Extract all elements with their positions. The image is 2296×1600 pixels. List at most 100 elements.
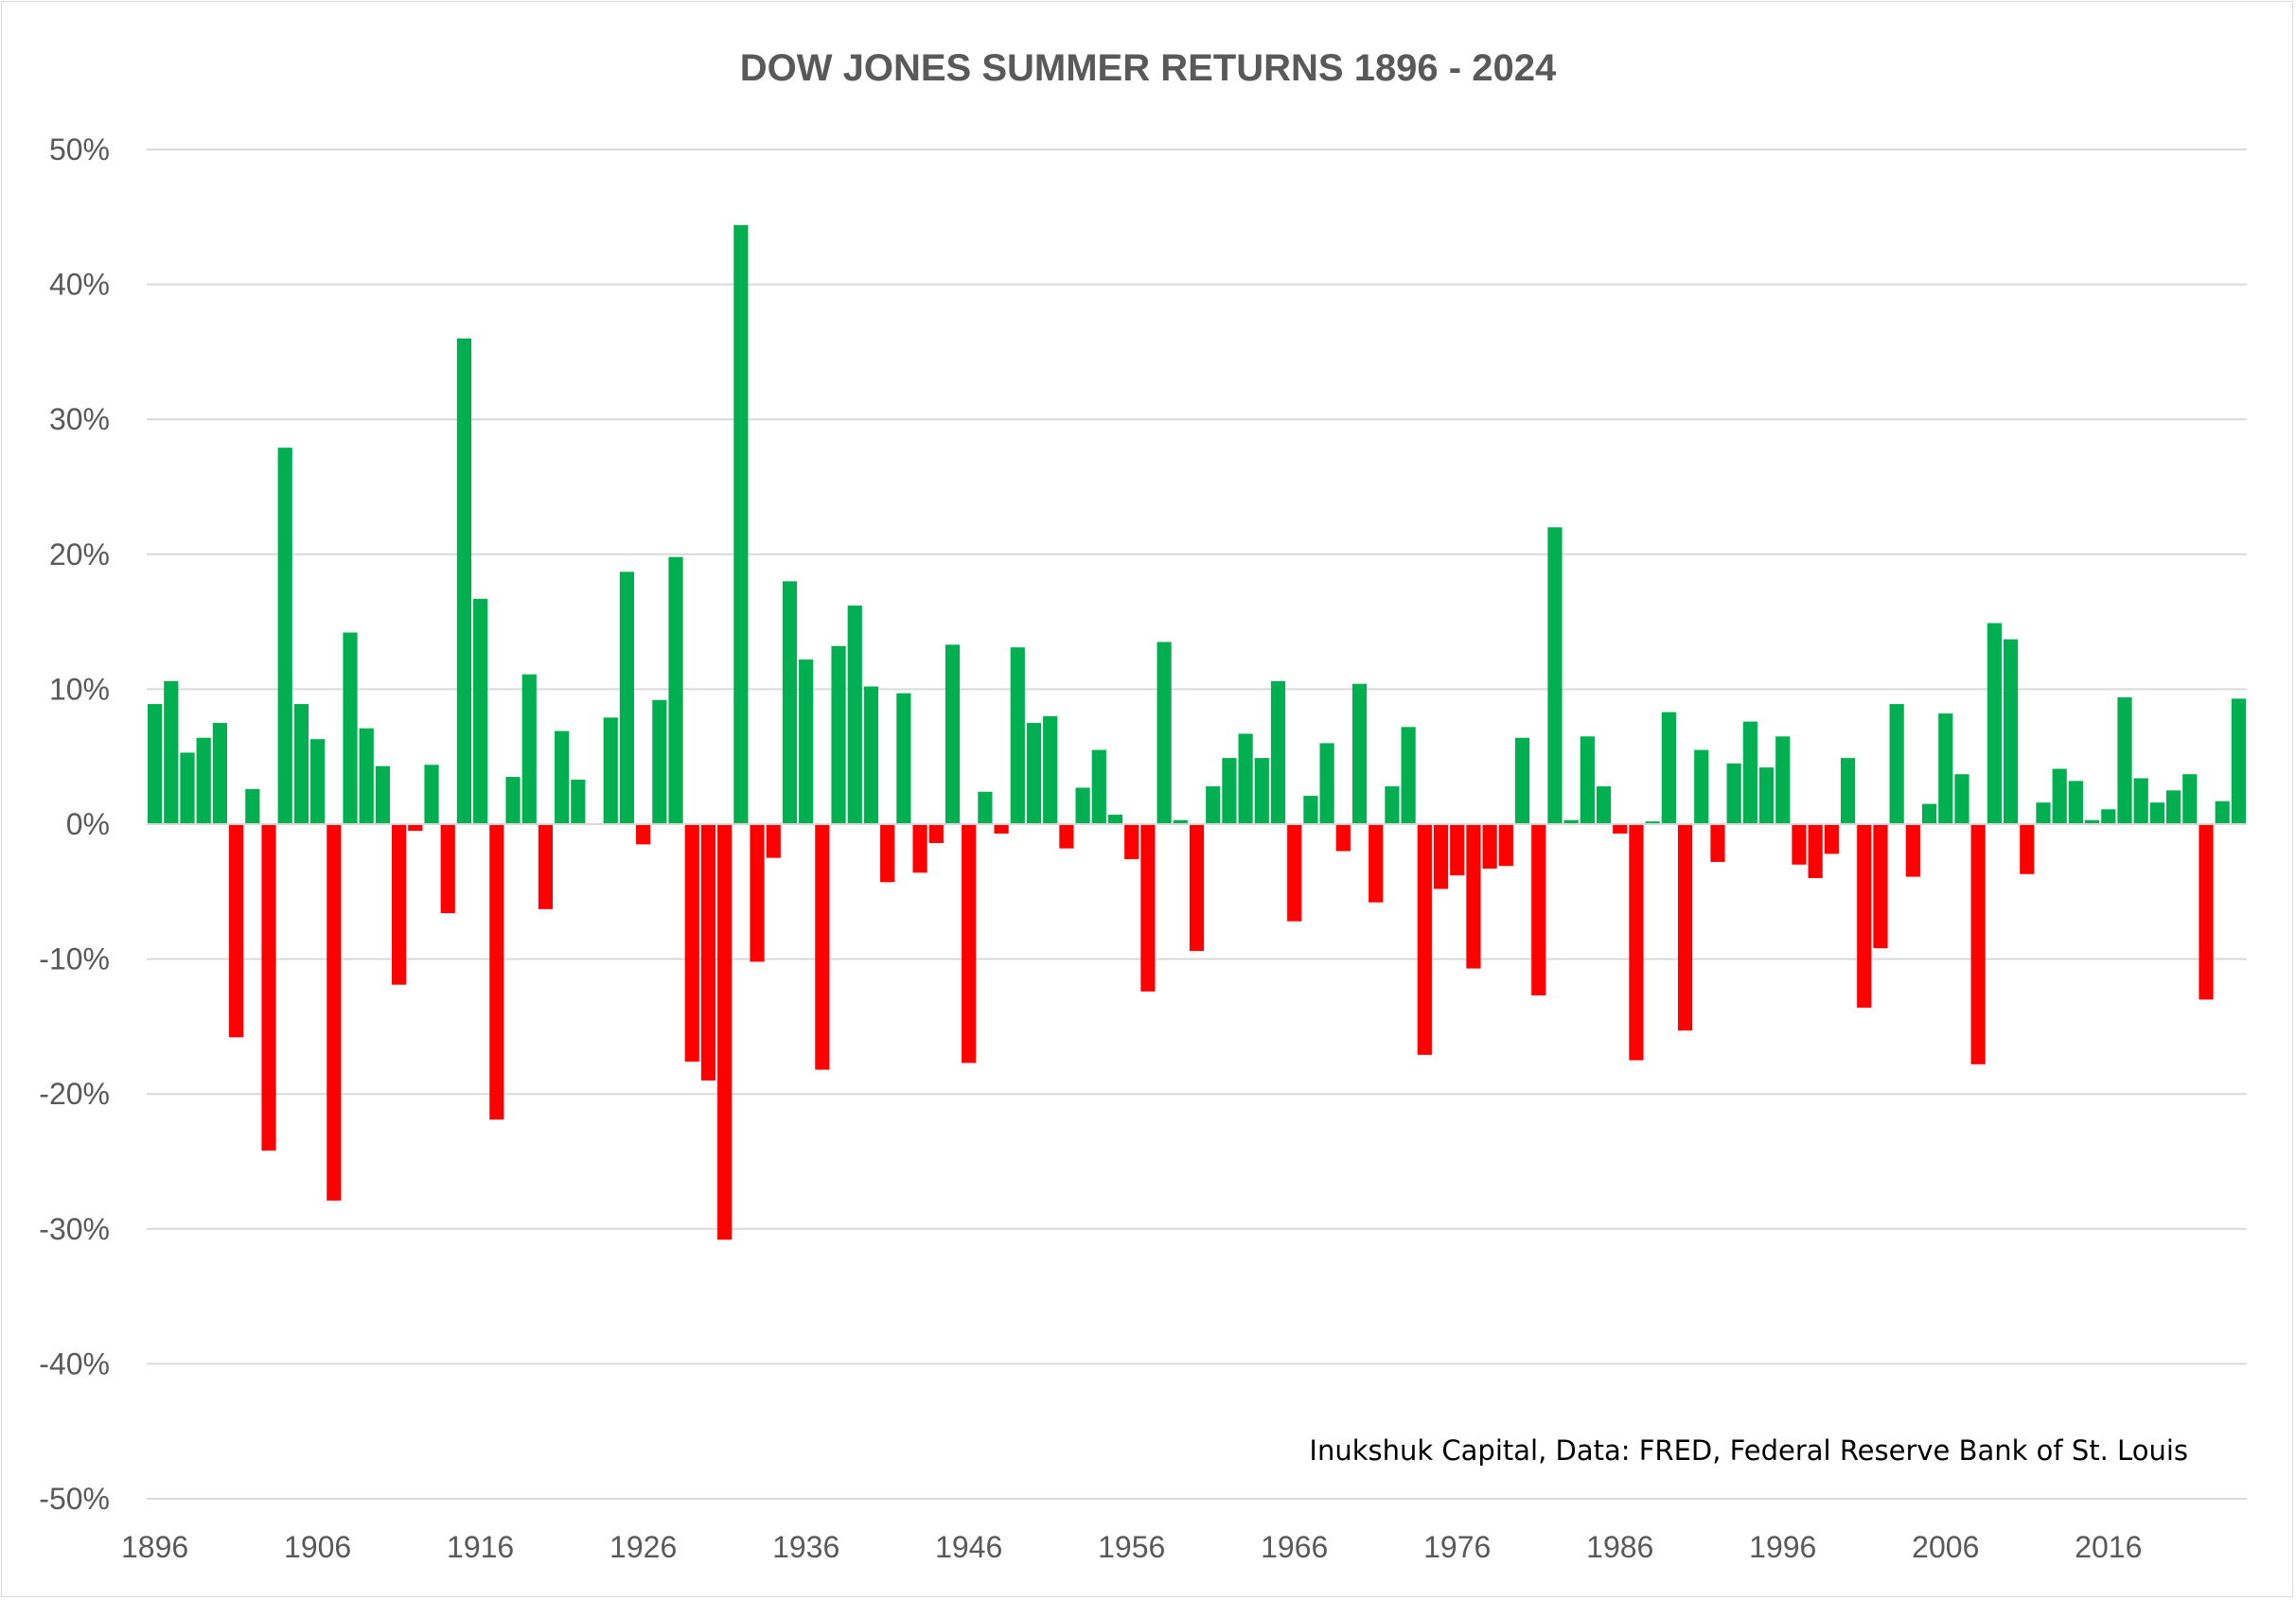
bar <box>1124 824 1139 860</box>
bar <box>1710 824 1725 862</box>
bar <box>2020 824 2035 874</box>
bar <box>375 765 391 824</box>
bar <box>652 699 667 824</box>
y-tick-label: -20% <box>39 1077 110 1111</box>
bar <box>1222 758 1237 824</box>
bar <box>1938 713 1953 824</box>
bar <box>196 737 211 824</box>
bar <box>945 644 961 824</box>
bar <box>733 224 749 824</box>
x-tick-label: 1916 <box>447 1530 514 1564</box>
bar <box>1238 733 1253 824</box>
bar <box>538 824 554 909</box>
bar <box>1645 821 1660 824</box>
bar <box>2215 800 2230 824</box>
bar <box>603 717 618 824</box>
bar <box>1758 767 1775 824</box>
bar <box>1482 824 1497 870</box>
x-tick-label: 1936 <box>772 1530 839 1564</box>
x-tick-label: 1966 <box>1261 1530 1328 1564</box>
bar <box>1091 749 1106 824</box>
bar <box>1987 623 2002 824</box>
x-tick-label: 2006 <box>1912 1530 1979 1564</box>
y-tick-label: -40% <box>39 1346 110 1380</box>
bar <box>1417 824 1432 1055</box>
bar <box>148 704 163 824</box>
y-tick-label: 10% <box>49 672 110 706</box>
bar <box>994 824 1009 834</box>
bar <box>1905 824 1920 877</box>
bar <box>1726 763 1741 824</box>
bar <box>1335 824 1351 852</box>
bar <box>2068 781 2083 824</box>
bar <box>440 824 455 914</box>
bar <box>229 824 244 1038</box>
bar <box>1450 824 1465 876</box>
bar <box>555 730 570 824</box>
bar <box>1792 824 1807 865</box>
bar <box>619 571 635 824</box>
bar <box>1433 824 1449 889</box>
bar <box>1840 758 1856 824</box>
bar <box>750 824 765 962</box>
bar <box>1498 824 1513 867</box>
bar <box>896 693 911 824</box>
bar <box>473 598 488 824</box>
bar <box>1775 736 1791 824</box>
x-tick-label: 1976 <box>1423 1530 1491 1564</box>
bar <box>2149 802 2164 824</box>
bar <box>962 824 977 1064</box>
y-tick-label: -50% <box>39 1482 110 1516</box>
bar <box>1596 786 1612 824</box>
x-tick-label: 1926 <box>609 1530 677 1564</box>
bar <box>2133 778 2148 824</box>
bar <box>327 824 342 1201</box>
bar <box>2036 802 2051 824</box>
bar <box>1514 737 1530 824</box>
bar <box>1889 704 1904 824</box>
bar <box>424 765 439 824</box>
bar <box>2084 819 2100 824</box>
bar <box>392 824 407 985</box>
bar <box>1547 527 1563 824</box>
bar <box>212 723 228 824</box>
bar <box>1351 683 1368 824</box>
bar <box>2199 824 2214 1000</box>
bar <box>180 752 195 824</box>
y-tick-label: 30% <box>49 402 110 436</box>
x-tick-label: 1896 <box>121 1530 188 1564</box>
bar <box>571 779 586 824</box>
bar <box>1206 786 1221 824</box>
bar <box>408 824 423 832</box>
bar <box>2182 774 2198 824</box>
bar <box>1319 743 1334 824</box>
bar <box>766 824 781 858</box>
x-tick-label: 2016 <box>2075 1530 2142 1564</box>
bar <box>1385 786 1400 824</box>
gridlines <box>147 149 2247 1500</box>
bar <box>2052 768 2067 824</box>
bar <box>2003 639 2019 824</box>
x-tick-label: 1956 <box>1098 1530 1165 1564</box>
bar <box>978 791 993 824</box>
x-tick-label: 1986 <box>1586 1530 1653 1564</box>
y-tick-label: 0% <box>66 807 110 841</box>
bar <box>1189 824 1205 952</box>
bar <box>1742 721 1757 824</box>
bar <box>847 605 862 824</box>
bar <box>684 824 699 1062</box>
y-tick-label: -30% <box>39 1212 110 1246</box>
x-axis-tick-labels: 1896 1906 1916 1926 1936 1946 1956 1966 1976 1986… <box>121 1530 2142 1564</box>
bar <box>1531 824 1546 996</box>
bar <box>1857 824 1872 1008</box>
bar <box>1401 727 1416 824</box>
bar <box>1824 824 1839 854</box>
bar <box>505 777 521 824</box>
bar <box>2231 698 2246 824</box>
bar <box>310 739 326 824</box>
bar <box>1303 796 1318 824</box>
source-note: Inukshuk Capital, Data: FRED, Federal Re… <box>1309 1434 2188 1467</box>
bar <box>700 824 716 1081</box>
bar <box>1107 815 1123 824</box>
